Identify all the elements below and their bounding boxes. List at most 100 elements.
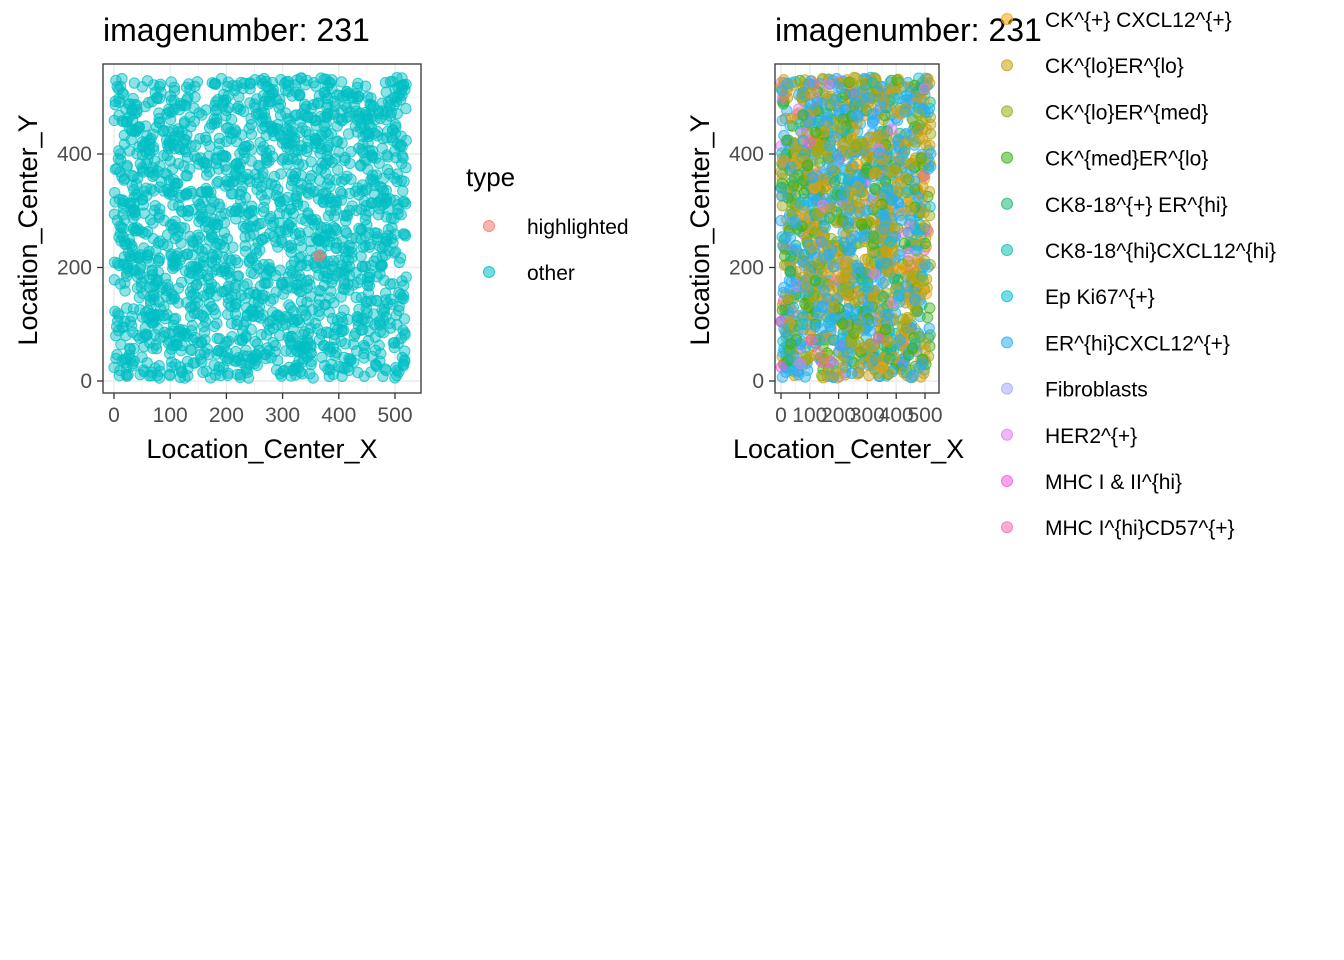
- point-other: [272, 241, 284, 253]
- point-other: [141, 75, 154, 87]
- point-cell: [909, 136, 922, 148]
- point-other: [306, 112, 318, 124]
- point-other: [361, 219, 373, 232]
- y-axis-label-left: Location_Center_Y: [13, 114, 43, 345]
- point-cell: [858, 280, 871, 292]
- point-other: [209, 78, 222, 90]
- point-cell: [902, 226, 915, 239]
- point-other: [305, 355, 317, 368]
- point-other: [193, 215, 205, 228]
- point-other: [153, 117, 165, 129]
- point-other: [119, 357, 131, 369]
- point-other: [185, 120, 197, 133]
- point-other: [286, 282, 298, 294]
- point-other: [302, 226, 314, 238]
- point-cell: [841, 346, 853, 359]
- point-other: [353, 90, 365, 103]
- point-other: [169, 215, 181, 228]
- point-cell: [852, 294, 865, 306]
- point-other: [340, 209, 353, 221]
- legend-label-1: CK^{lo}ER^{lo}: [1045, 55, 1184, 78]
- point-other: [244, 221, 257, 233]
- point-cell: [853, 314, 866, 327]
- point-other: [227, 241, 239, 253]
- point-other: [145, 183, 157, 195]
- point-other: [271, 354, 284, 366]
- point-other: [359, 240, 371, 252]
- point-other: [126, 179, 139, 192]
- point-other: [186, 319, 199, 332]
- point-cell: [886, 123, 898, 136]
- point-other: [254, 244, 266, 256]
- point-cell: [918, 83, 931, 95]
- point-cell: [883, 352, 896, 365]
- legend-key-4: [1001, 197, 1013, 210]
- point-other: [376, 142, 388, 155]
- point-other: [113, 310, 125, 322]
- point-cell: [863, 319, 875, 332]
- point-cell: [782, 292, 795, 305]
- point-other: [203, 166, 216, 178]
- point-cell: [811, 146, 824, 158]
- point-cell: [776, 371, 789, 383]
- point-cell: [829, 94, 842, 106]
- point-cell: [827, 334, 840, 346]
- point-cell: [913, 362, 925, 374]
- point-other: [300, 100, 312, 113]
- point-other: [165, 76, 178, 88]
- point-cell: [785, 337, 797, 350]
- point-other: [382, 203, 394, 216]
- point-other: [271, 309, 283, 322]
- point-cell: [900, 280, 913, 292]
- point-other: [392, 337, 404, 349]
- point-cell: [883, 336, 895, 348]
- point-cell: [813, 306, 826, 319]
- point-other: [295, 144, 308, 156]
- point-cell: [811, 208, 823, 220]
- x-tick-label: 400: [321, 404, 356, 427]
- point-cell: [884, 236, 896, 248]
- point-other: [285, 246, 297, 258]
- point-cell: [803, 136, 815, 148]
- point-cell: [837, 139, 849, 152]
- point-cell: [810, 126, 822, 138]
- point-other: [134, 158, 147, 170]
- point-other: [161, 229, 174, 241]
- point-other: [108, 114, 121, 127]
- legend-label-7: ER^{hi}CXCL12^{+}: [1045, 332, 1230, 355]
- point-cell: [785, 275, 798, 288]
- point-other: [168, 313, 180, 326]
- point-cell: [851, 158, 864, 170]
- point-other: [208, 113, 220, 125]
- point-other: [249, 354, 262, 367]
- point-other: [288, 170, 300, 183]
- legend-key-10: [1001, 475, 1013, 487]
- point-cell: [871, 131, 883, 143]
- point-cell: [912, 252, 924, 265]
- point-other: [326, 74, 338, 86]
- point-other: [396, 275, 408, 287]
- point-other: [393, 300, 405, 313]
- point-cell: [776, 114, 788, 127]
- point-cell: [863, 369, 875, 382]
- point-other: [163, 174, 176, 187]
- point-other: [282, 113, 294, 125]
- point-cell: [825, 232, 837, 245]
- point-other: [150, 273, 162, 286]
- point-other: [167, 262, 179, 275]
- point-other: [270, 93, 282, 106]
- point-other: [304, 182, 316, 195]
- point-other: [147, 162, 159, 174]
- point-cell: [797, 318, 809, 330]
- series-highlighted: [313, 250, 326, 263]
- point-other: [264, 227, 276, 240]
- point-other: [244, 175, 256, 187]
- point-cell: [778, 323, 790, 335]
- point-cell: [904, 86, 917, 98]
- point-other: [153, 107, 165, 119]
- point-other: [330, 237, 342, 249]
- y-tick-label: 400: [729, 143, 764, 166]
- point-cell: [785, 250, 797, 262]
